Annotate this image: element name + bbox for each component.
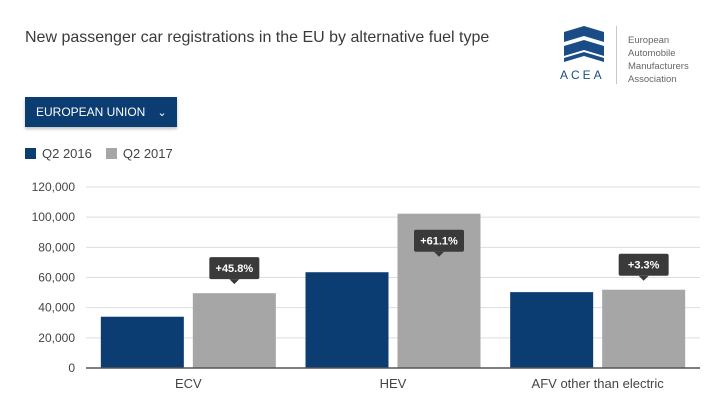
acea-logo-icon bbox=[564, 26, 604, 62]
legend-item-q2-2016[interactable]: Q2 2016 bbox=[25, 146, 92, 161]
bar-q2-2017 bbox=[192, 293, 276, 368]
change-bubble bbox=[209, 257, 260, 280]
bar-q2-2017 bbox=[602, 289, 686, 368]
y-tick-label: 0 bbox=[68, 361, 75, 375]
logo-divider bbox=[616, 26, 617, 84]
logo-org-line: European bbox=[628, 35, 670, 46]
x-category-label: AFV other than electric bbox=[532, 376, 665, 391]
y-tick-label: 100,000 bbox=[32, 210, 76, 224]
legend-label-q2-2017: Q2 2017 bbox=[122, 146, 173, 161]
logo-org-line: Automobile bbox=[628, 48, 676, 59]
change-label: +3.3% bbox=[628, 260, 660, 272]
x-category-label: ECV bbox=[175, 376, 202, 391]
region-dropdown-label: EUROPEAN UNION bbox=[36, 105, 146, 119]
acea-logo: ACEA European Automobile Manufacturers A… bbox=[556, 22, 716, 86]
y-tick-label: 120,000 bbox=[32, 180, 76, 194]
legend-label-q2-2016: Q2 2016 bbox=[42, 146, 92, 161]
bar-q2-2016 bbox=[510, 292, 594, 368]
bar-q2-2016 bbox=[100, 316, 184, 368]
change-label: +45.8% bbox=[216, 263, 254, 275]
change-bubble-pointer bbox=[638, 275, 649, 281]
y-tick-label: 20,000 bbox=[38, 331, 75, 345]
logo-organization-name: European Automobile Manufacturers Associ… bbox=[628, 34, 689, 86]
y-tick-label: 80,000 bbox=[38, 240, 75, 254]
logo-org-line: Association bbox=[628, 74, 677, 85]
chart-title: New passenger car registrations in the E… bbox=[25, 29, 490, 46]
y-tick-label: 40,000 bbox=[38, 301, 75, 315]
legend-swatch-q2-2016 bbox=[25, 148, 36, 159]
change-bubble-pointer bbox=[434, 251, 444, 257]
legend-swatch-q2-2017 bbox=[105, 148, 117, 159]
region-dropdown-button[interactable]: EUROPEAN UNION ⌄ bbox=[25, 97, 177, 127]
change-bubble-pointer bbox=[229, 279, 240, 285]
x-category-label: HEV bbox=[380, 376, 407, 391]
chevron-down-icon: ⌄ bbox=[157, 106, 167, 119]
legend-item-q2-2017[interactable]: Q2 2017 bbox=[105, 146, 173, 161]
change-bubble bbox=[618, 253, 669, 276]
y-tick-label: 60,000 bbox=[38, 271, 75, 285]
bar-q2-2016 bbox=[305, 272, 389, 368]
logo-acronym: ACEA bbox=[560, 68, 605, 82]
change-bubble bbox=[414, 229, 464, 252]
chart-legend: Q2 2016 Q2 2017 bbox=[25, 146, 173, 161]
logo-org-line: Manufacturers bbox=[628, 61, 689, 72]
change-label: +61.1% bbox=[420, 236, 458, 248]
